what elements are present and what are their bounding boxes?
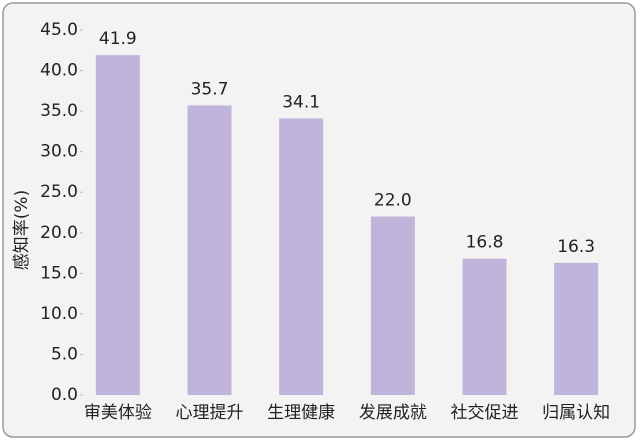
bar <box>462 258 507 395</box>
value-label: 41.9 <box>99 29 137 49</box>
y-tick-label: 45.0 <box>40 20 78 40</box>
y-axis-label: 感知率(%) <box>12 190 32 270</box>
y-tick-label: 0.0 <box>51 385 78 405</box>
bar <box>187 105 232 395</box>
y-tick-label: 5.0 <box>51 344 78 364</box>
y-tick-label: 25.0 <box>40 182 78 202</box>
value-label: 22.0 <box>374 191 412 211</box>
x-tick-label: 审美体验 <box>84 403 152 423</box>
bar <box>554 262 599 395</box>
value-label: 34.1 <box>282 92 320 112</box>
value-label: 16.8 <box>466 233 504 253</box>
bar <box>370 216 415 395</box>
x-tick-label: 发展成就 <box>359 403 427 423</box>
value-label: 35.7 <box>191 79 229 99</box>
y-tick-label: 10.0 <box>40 304 78 324</box>
y-tick-label: 40.0 <box>40 61 78 81</box>
y-tick-label: 35.0 <box>40 101 78 121</box>
x-tick-label: 生理健康 <box>267 403 335 423</box>
x-tick-label: 心理提升 <box>176 403 244 423</box>
y-tick-label: 30.0 <box>40 142 78 162</box>
bar <box>279 118 324 396</box>
bar <box>95 55 140 396</box>
x-tick-label: 社交促进 <box>451 403 519 423</box>
y-tick-label: 20.0 <box>40 223 78 243</box>
value-label: 16.3 <box>557 237 595 257</box>
x-tick-label: 归属认知 <box>542 403 610 423</box>
y-tick-label: 15.0 <box>40 263 78 283</box>
